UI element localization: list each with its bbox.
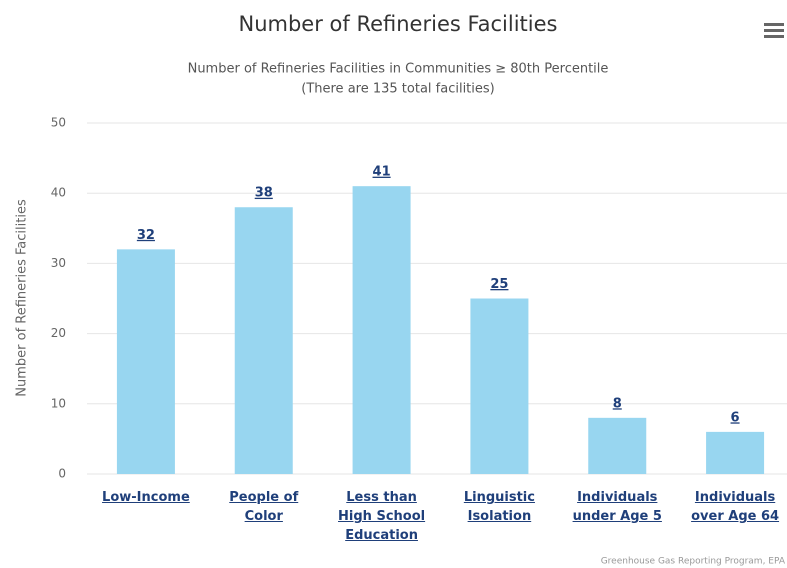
data-label: 38 xyxy=(255,186,273,201)
menu-bar[interactable] xyxy=(764,23,784,26)
y-tick-label: 30 xyxy=(51,256,66,270)
bar xyxy=(234,207,293,475)
x-tick-label: Linguistic Isolation xyxy=(463,490,535,524)
bar xyxy=(706,431,765,474)
menu-bar[interactable] xyxy=(764,29,784,32)
data-label: 25 xyxy=(490,277,508,292)
y-tick-label: 10 xyxy=(51,396,66,410)
chart-subtitle: (There are 135 total facilities) xyxy=(301,82,494,97)
bar xyxy=(470,298,529,474)
bar xyxy=(588,417,647,474)
y-tick-label: 50 xyxy=(51,116,66,130)
x-tick-label: Individuals under Age 5 xyxy=(572,490,662,524)
chart-title: Number of Refineries Facilities xyxy=(239,12,558,36)
y-tick-label: 40 xyxy=(51,186,66,200)
data-label: 32 xyxy=(137,228,155,243)
data-label: 41 xyxy=(373,165,391,180)
data-label: 6 xyxy=(731,410,740,425)
y-tick-label: 0 xyxy=(58,467,66,481)
x-tick-label: Less than High School Education xyxy=(338,490,426,543)
menu-button[interactable] xyxy=(764,23,784,38)
x-tick-label: People of Color xyxy=(229,490,299,524)
credits: Greenhouse Gas Reporting Program, EPA xyxy=(601,557,786,567)
bar xyxy=(116,249,175,474)
bar xyxy=(352,186,411,474)
x-tick-label: Individuals over Age 64 xyxy=(691,490,780,524)
y-axis-label: Number of Refineries Facilities xyxy=(15,199,30,397)
data-label: 8 xyxy=(613,396,622,411)
menu-bar[interactable] xyxy=(764,35,784,38)
chart-subtitle: Number of Refineries Facilities in Commu… xyxy=(188,62,609,77)
y-tick-label: 20 xyxy=(51,326,66,340)
x-tick-label: Low-Income xyxy=(102,490,190,505)
